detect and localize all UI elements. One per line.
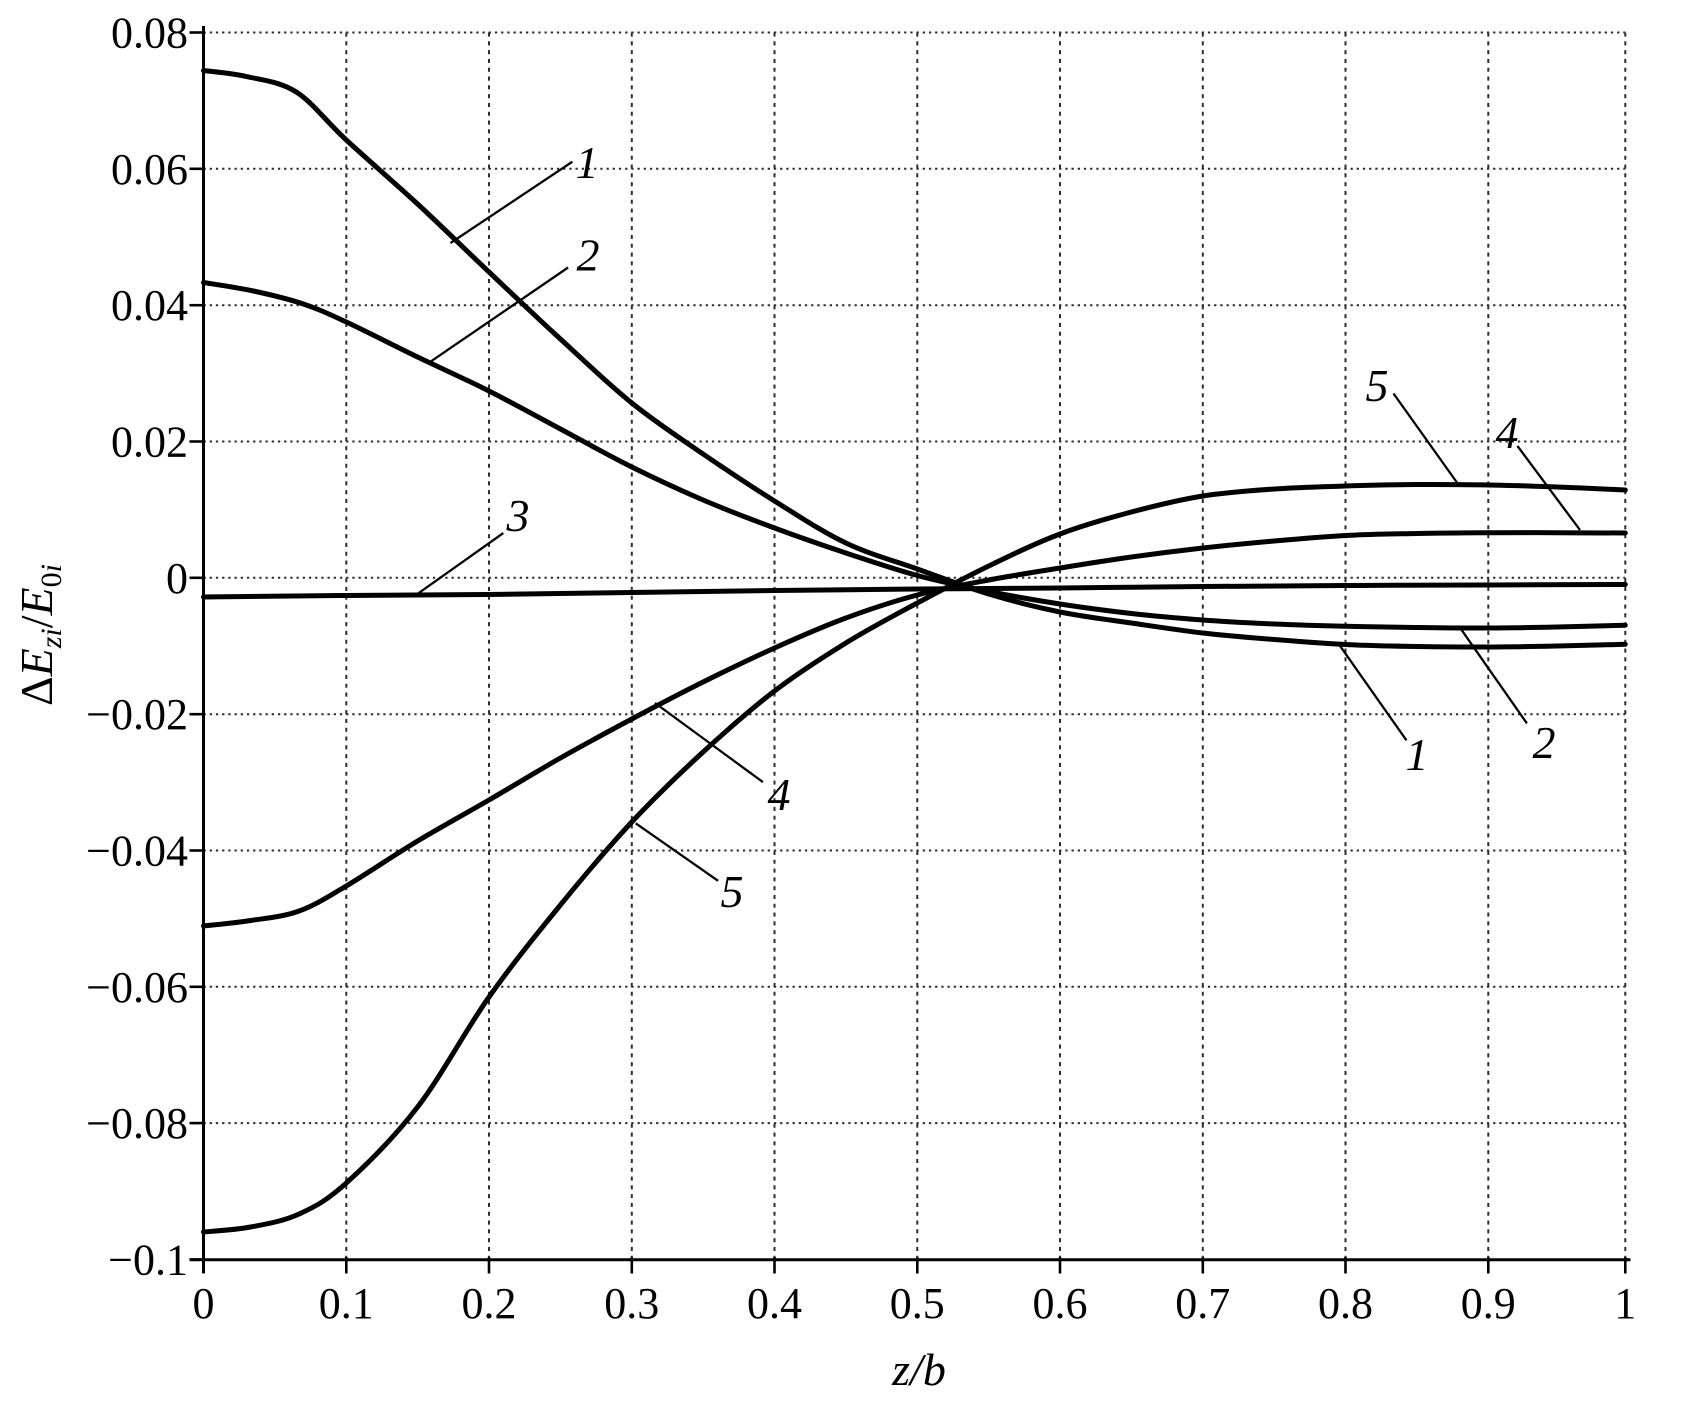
svg-text:3: 3: [506, 490, 530, 541]
svg-text:−0.08: −0.08: [86, 1099, 188, 1148]
svg-text:0.3: 0.3: [604, 1279, 659, 1328]
svg-text:0.2: 0.2: [462, 1279, 517, 1328]
svg-text:0.08: 0.08: [111, 9, 188, 58]
svg-text:−0.1: −0.1: [108, 1236, 188, 1285]
svg-text:0.4: 0.4: [747, 1279, 802, 1328]
svg-text:0.06: 0.06: [111, 145, 188, 194]
svg-text:0.9: 0.9: [1461, 1279, 1516, 1328]
svg-text:0.04: 0.04: [111, 281, 188, 330]
svg-text:0: 0: [166, 554, 188, 603]
svg-text:2: 2: [577, 230, 600, 281]
svg-text:1: 1: [1406, 729, 1429, 780]
svg-text:5: 5: [721, 866, 744, 917]
svg-text:0.7: 0.7: [1175, 1279, 1230, 1328]
svg-text:0.6: 0.6: [1033, 1279, 1088, 1328]
svg-text:z/b: z/b: [891, 1344, 946, 1395]
svg-text:−0.06: −0.06: [86, 963, 188, 1012]
svg-text:0.02: 0.02: [111, 418, 188, 467]
svg-text:1: 1: [576, 137, 599, 188]
svg-text:4: 4: [768, 769, 791, 820]
svg-text:−0.04: −0.04: [86, 827, 188, 876]
svg-text:−0.02: −0.02: [86, 690, 188, 739]
svg-text:0.5: 0.5: [890, 1279, 945, 1328]
svg-text:0.8: 0.8: [1318, 1279, 1373, 1328]
svg-text:5: 5: [1366, 360, 1389, 411]
svg-text:4: 4: [1496, 407, 1519, 458]
svg-text:0: 0: [193, 1279, 215, 1328]
svg-text:2: 2: [1533, 717, 1556, 768]
svg-text:1: 1: [1614, 1279, 1636, 1328]
svg-text:ΔEzi/E0i: ΔEzi/E0i: [11, 564, 68, 706]
svg-text:0.1: 0.1: [319, 1279, 374, 1328]
